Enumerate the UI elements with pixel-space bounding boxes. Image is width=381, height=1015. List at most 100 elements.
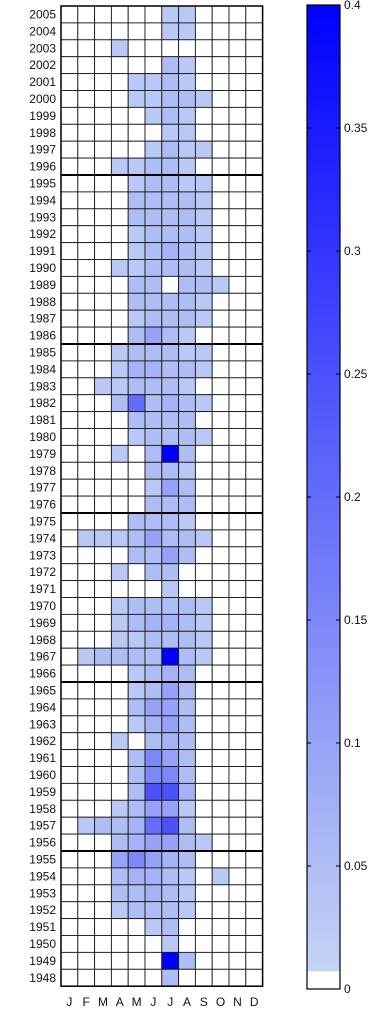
heatmap-cell-1984-12 <box>245 360 264 379</box>
heatmap-cell-1955-6 <box>144 850 163 869</box>
heatmap-cell-1949-2 <box>77 951 96 970</box>
heatmap-cell-1953-4 <box>110 884 129 903</box>
heatmap-cell-1977-7 <box>161 478 180 497</box>
heatmap-cell-1983-9 <box>194 377 213 396</box>
colorbar-tick-label: 0.3 <box>344 244 361 258</box>
heatmap-cell-1996-12 <box>245 157 264 176</box>
heatmap-cell-1990-2 <box>77 259 96 277</box>
heatmap-cell-1963-7 <box>161 715 180 734</box>
heatmap-cell-1959-6 <box>144 782 163 801</box>
year-tick-label: 1979 <box>29 447 56 461</box>
year-tick-label: 1956 <box>29 836 56 850</box>
heatmap-cell-1969-11 <box>228 613 247 632</box>
heatmap-cell-1962-8 <box>178 732 196 751</box>
heatmap-cell-1972-8 <box>178 563 196 582</box>
heatmap-cell-1971-6 <box>144 580 163 598</box>
heatmap-cell-1948-7 <box>161 968 180 987</box>
heatmap-cell-2001-8 <box>178 73 196 91</box>
heatmap-cell-1948-2 <box>77 968 96 987</box>
heatmap-cell-1975-2 <box>77 512 96 531</box>
heatmap-cell-1958-1 <box>60 799 79 818</box>
heatmap-cell-1990-1 <box>60 259 79 277</box>
heatmap-cell-1993-8 <box>178 208 196 227</box>
heatmap-cell-1987-2 <box>77 309 96 328</box>
heatmap-cell-2004-10 <box>211 22 230 41</box>
heatmap-cell-1967-5 <box>127 647 146 666</box>
heatmap-cell-1974-7 <box>161 529 180 548</box>
month-tick-label: A <box>116 995 124 1009</box>
heatmap-cell-1959-5 <box>127 782 146 801</box>
heatmap-cell-1972-9 <box>194 563 213 582</box>
heatmap-cell-1970-2 <box>77 597 96 615</box>
heatmap-cell-1948-4 <box>110 968 129 987</box>
heatmap-cell-1962-6 <box>144 732 163 751</box>
heatmap-cell-1978-3 <box>94 461 112 480</box>
heatmap-cell-1997-7 <box>161 140 180 159</box>
heatmap-cell-2000-8 <box>178 90 196 108</box>
heatmap-cell-1957-7 <box>161 816 180 835</box>
heatmap-cell-1974-12 <box>245 529 264 548</box>
heatmap-cell-1960-9 <box>194 766 213 784</box>
heatmap-cell-1973-7 <box>161 546 180 565</box>
heatmap-cell-1977-2 <box>77 478 96 497</box>
heatmap-cell-1952-5 <box>127 901 146 920</box>
heatmap-cell-1980-11 <box>228 428 247 446</box>
heatmap-cell-1949-8 <box>178 951 196 970</box>
heatmap-cell-1995-7 <box>161 174 180 193</box>
heatmap-cell-1971-5 <box>127 580 146 598</box>
heatmap-cell-1969-12 <box>245 613 264 632</box>
heatmap-cell-1963-9 <box>194 715 213 734</box>
heatmap-cell-1976-5 <box>127 495 146 514</box>
heatmap-cell-1961-10 <box>211 749 230 767</box>
heatmap-cell-1982-10 <box>211 394 230 413</box>
heatmap-cell-1996-11 <box>228 157 247 176</box>
heatmap-cell-1985-5 <box>127 343 146 362</box>
heatmap-cell-1983-12 <box>245 377 264 396</box>
year-tick-label: 1967 <box>29 650 56 664</box>
heatmap-cell-2005-6 <box>144 5 163 24</box>
heatmap-cell-1961-8 <box>178 749 196 767</box>
heatmap-cell-1952-3 <box>94 901 112 920</box>
year-tick-label: 1949 <box>29 954 56 968</box>
year-tick-label: 2003 <box>29 41 56 55</box>
heatmap-cell-1956-9 <box>194 833 213 852</box>
heatmap-cell-1982-5 <box>127 394 146 413</box>
year-tick-label: 1976 <box>29 498 56 512</box>
heatmap-cell-1987-3 <box>94 309 112 328</box>
heatmap-cell-1949-3 <box>94 951 112 970</box>
month-tick-label: F <box>83 995 90 1009</box>
heatmap-cell-1963-5 <box>127 715 146 734</box>
heatmap-cell-1992-11 <box>228 225 247 244</box>
heatmap-cell-1996-9 <box>194 157 213 176</box>
heatmap-cell-2003-3 <box>94 39 112 58</box>
colorbar-tick-label: 0.2 <box>344 490 361 504</box>
heatmap-cell-1956-8 <box>178 833 196 852</box>
heatmap-cell-1981-1 <box>60 411 79 429</box>
heatmap-cell-1955-9 <box>194 850 213 869</box>
year-tick-label: 1977 <box>29 481 56 495</box>
heatmap-cell-1969-6 <box>144 613 163 632</box>
heatmap-cell-1964-3 <box>94 698 112 717</box>
heatmap-cell-1953-8 <box>178 884 196 903</box>
heatmap-cell-1954-12 <box>245 867 264 886</box>
heatmap-cell-1979-10 <box>211 444 230 463</box>
heatmap-cell-1997-8 <box>178 140 196 159</box>
heatmap-cell-1961-6 <box>144 749 163 767</box>
heatmap-cell-1978-2 <box>77 461 96 480</box>
heatmap-cell-1950-1 <box>60 935 79 953</box>
heatmap-cell-1973-11 <box>228 546 247 565</box>
heatmap-cell-2001-12 <box>245 73 264 91</box>
year-tick-label: 1968 <box>29 633 56 647</box>
heatmap-cell-1984-1 <box>60 360 79 379</box>
heatmap-cell-1958-10 <box>211 799 230 818</box>
heatmap-cell-2000-2 <box>77 90 96 108</box>
heatmap-cell-1953-5 <box>127 884 146 903</box>
month-tick-label: O <box>216 995 225 1009</box>
year-tick-label: 1985 <box>29 345 56 359</box>
heatmap-cell-1981-3 <box>94 411 112 429</box>
heatmap-cell-1972-1 <box>60 563 79 582</box>
month-tick-label: M <box>98 995 108 1009</box>
heatmap-cell-1967-2 <box>77 647 96 666</box>
year-tick-label: 1988 <box>29 295 56 309</box>
heatmap-cell-1987-4 <box>110 309 129 328</box>
